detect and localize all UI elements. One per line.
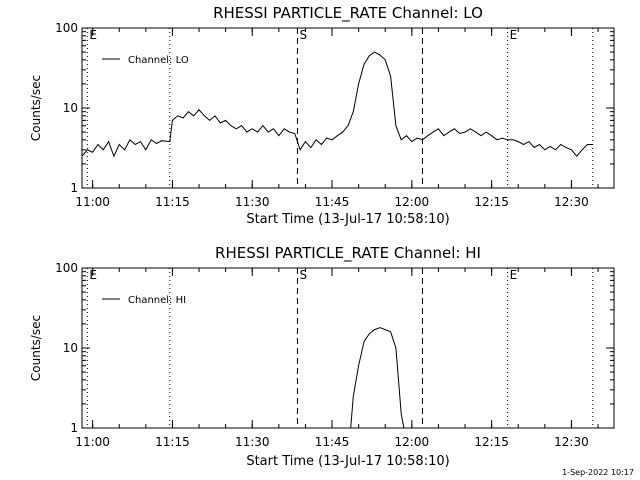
y-tick-label: 1 bbox=[70, 181, 78, 195]
plot-timestamp: 1-Sep-2022 10:17 bbox=[562, 468, 634, 477]
plot-frame bbox=[81, 27, 615, 189]
event-marker-label: E bbox=[89, 268, 97, 282]
chart-title: RHESSI PARTICLE_RATE Channel: LO bbox=[213, 4, 483, 23]
legend-label: Channel: LO bbox=[128, 55, 189, 66]
x-tick-label: 11:30 bbox=[235, 195, 270, 209]
y-axis-title: Counts/sec bbox=[29, 75, 43, 141]
x-axis-title: Start Time (13-Jul-17 10:58:10) bbox=[246, 454, 449, 469]
event-marker-label: S bbox=[299, 268, 307, 282]
y-tick-label: 10 bbox=[63, 101, 78, 115]
x-tick-label: 11:15 bbox=[155, 435, 190, 449]
x-tick-label: 11:00 bbox=[75, 195, 110, 209]
x-tick-label: 12:30 bbox=[554, 435, 589, 449]
event-marker-label: E bbox=[89, 28, 97, 42]
x-tick-label: 12:00 bbox=[395, 435, 430, 449]
legend-label: Channel: HI bbox=[128, 295, 186, 306]
chart-panel-2: RHESSI PARTICLE_RATE Channel: HI 1 10 100 11… bbox=[29, 244, 615, 469]
x-tick-label: 11:30 bbox=[235, 435, 270, 449]
event-marker-label: S bbox=[299, 28, 307, 42]
x-tick-label: 12:30 bbox=[554, 195, 589, 209]
x-tick-label: 11:45 bbox=[315, 435, 350, 449]
x-tick-label: 12:00 bbox=[395, 195, 430, 209]
y-axis-title: Counts/sec bbox=[29, 315, 43, 381]
x-tick-label: 12:15 bbox=[474, 195, 509, 209]
event-marker-label: E bbox=[510, 28, 518, 42]
chart-title: RHESSI PARTICLE_RATE Channel: HI bbox=[215, 244, 481, 263]
y-tick-label: 100 bbox=[55, 261, 78, 275]
x-tick-label: 11:45 bbox=[315, 195, 350, 209]
plot-frame bbox=[81, 267, 615, 429]
x-tick-label: 11:15 bbox=[155, 195, 190, 209]
chart-panel-1: RHESSI PARTICLE_RATE Channel: LO 1 10 100 11… bbox=[29, 4, 615, 227]
x-tick-label: 12:15 bbox=[474, 435, 509, 449]
y-tick-label: 1 bbox=[70, 421, 78, 435]
event-marker-label: E bbox=[510, 268, 518, 282]
x-axis-title: Start Time (13-Jul-17 10:58:10) bbox=[246, 212, 449, 227]
series-line bbox=[82, 51, 593, 158]
y-tick-label: 10 bbox=[63, 341, 78, 355]
y-tick-label: 100 bbox=[55, 21, 78, 35]
x-tick-label: 11:00 bbox=[75, 435, 110, 449]
series-line bbox=[350, 327, 405, 428]
